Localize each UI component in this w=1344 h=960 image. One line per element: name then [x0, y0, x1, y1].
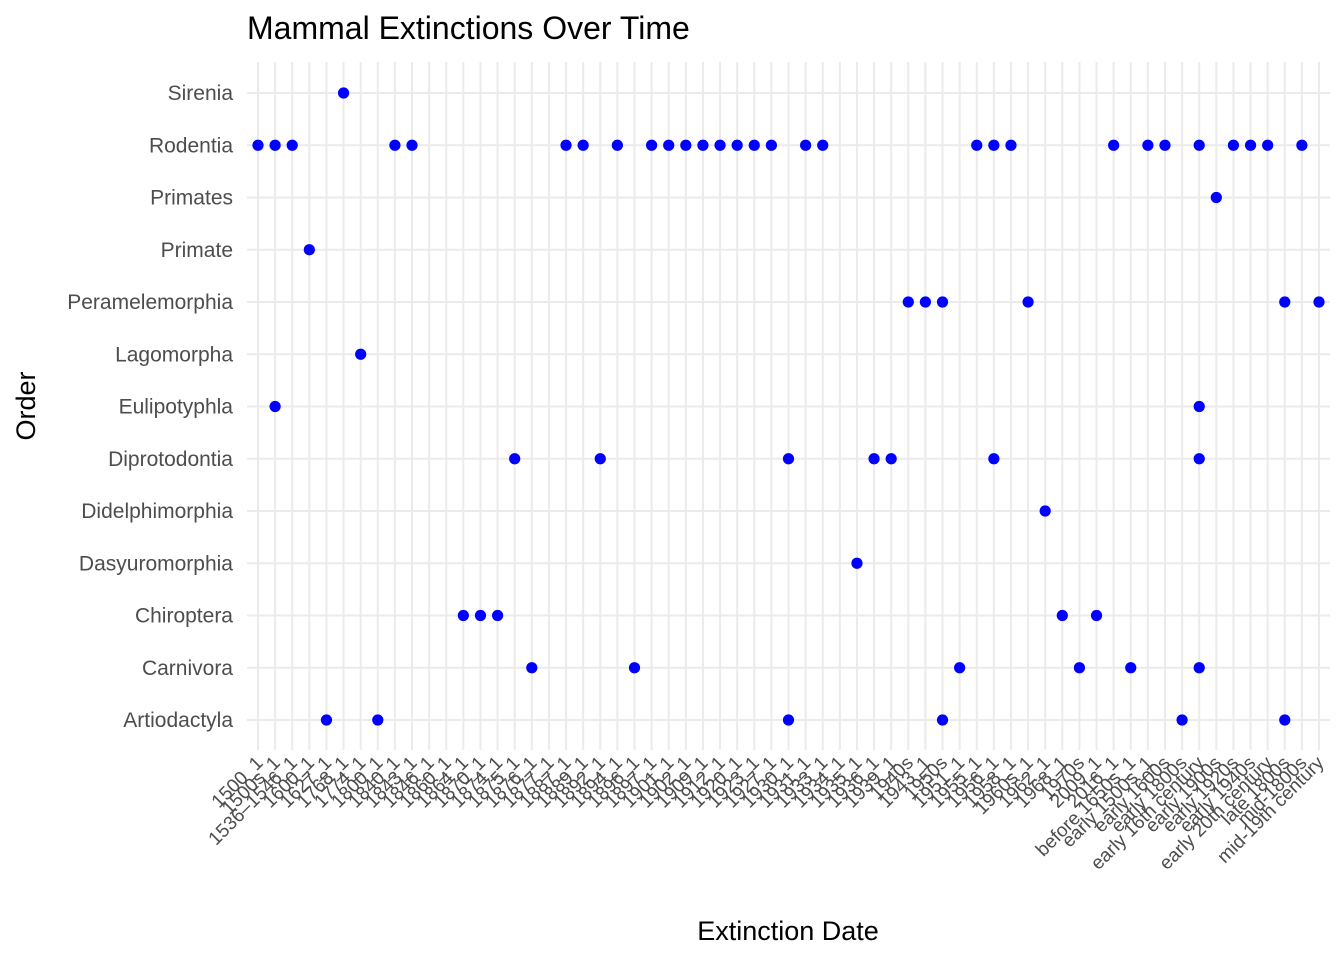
data-point — [680, 139, 692, 151]
data-point — [1193, 139, 1205, 151]
data-point — [1296, 139, 1308, 151]
data-point — [765, 139, 777, 151]
data-point — [611, 139, 623, 151]
data-point — [936, 714, 949, 726]
data-point — [782, 453, 795, 465]
data-point — [936, 296, 949, 308]
data-point — [320, 714, 333, 726]
data-point — [1193, 400, 1205, 413]
data-point — [1193, 453, 1205, 465]
data-point — [714, 139, 726, 151]
data-point — [286, 139, 298, 151]
data-point — [800, 139, 812, 151]
data-point — [1176, 714, 1188, 726]
data-point — [697, 139, 709, 151]
data-point — [560, 139, 572, 151]
y-tick-label: Lagomorpha — [115, 343, 233, 366]
data-point — [988, 453, 1000, 465]
data-point — [1262, 139, 1274, 151]
data-point — [252, 139, 264, 151]
y-tick-label: Eulipotyphla — [119, 396, 234, 419]
y-tick-label: Sirenia — [168, 82, 234, 105]
data-point — [1022, 296, 1034, 308]
data-point — [902, 296, 914, 308]
data-point — [1193, 662, 1205, 674]
data-point — [817, 139, 829, 151]
data-point — [577, 139, 589, 151]
chart-title: Mammal Extinctions Over Time — [247, 10, 690, 46]
y-tick-label: Didelphimorphia — [81, 500, 233, 523]
data-point — [748, 139, 760, 151]
data-point — [594, 453, 606, 465]
data-point — [457, 609, 469, 622]
data-point — [1108, 139, 1120, 151]
data-point — [491, 609, 504, 622]
data-point — [851, 557, 863, 569]
data-point — [782, 714, 795, 726]
y-tick-label: Artiodactyla — [123, 709, 233, 732]
data-point — [269, 139, 281, 151]
data-point — [1056, 609, 1068, 622]
data-point — [919, 296, 932, 308]
data-point — [526, 662, 538, 674]
data-point — [406, 139, 418, 151]
data-point — [988, 139, 1000, 151]
y-tick-label: Chiroptera — [135, 605, 233, 628]
data-point — [1039, 505, 1051, 517]
y-tick-label: Peramelemorphia — [67, 291, 233, 314]
y-tick-label: Dasyuromorphia — [79, 552, 233, 575]
y-axis-tick-labels: Artiodactyla Carnivora Chiroptera Dasyuromo… — [67, 82, 233, 732]
data-point — [1090, 609, 1103, 622]
y-tick-label: Carnivora — [142, 657, 233, 680]
data-points — [252, 87, 1325, 726]
data-point — [337, 87, 350, 99]
data-point — [1279, 296, 1291, 308]
data-point — [663, 139, 675, 151]
y-tick-label: Diprotodontia — [108, 448, 233, 471]
x-axis-title: Extinction Date — [697, 916, 879, 946]
data-point — [628, 662, 641, 674]
data-point — [269, 400, 281, 413]
y-tick-label: Primate — [161, 239, 233, 262]
data-point — [1227, 139, 1240, 151]
data-point — [1142, 139, 1154, 151]
y-tick-label: Rodentia — [149, 134, 233, 157]
data-point — [303, 244, 315, 256]
data-point — [355, 348, 367, 360]
data-point — [509, 453, 521, 465]
data-point — [954, 662, 966, 674]
data-point — [1125, 662, 1137, 674]
data-point — [885, 453, 897, 465]
data-point — [1073, 662, 1086, 674]
data-point — [645, 139, 658, 151]
data-point — [868, 453, 880, 465]
y-axis-title: Order — [11, 371, 41, 440]
data-point — [372, 714, 384, 726]
data-point — [474, 609, 487, 622]
x-axis-tick-labels: 1500_11500s_11536–1546_11600_11627_11768… — [205, 752, 1329, 874]
data-point — [731, 139, 743, 151]
data-point — [1244, 139, 1257, 151]
data-point — [1159, 139, 1171, 151]
data-point — [1210, 191, 1222, 204]
data-point — [1005, 139, 1017, 151]
data-point — [389, 139, 401, 151]
data-point — [1279, 714, 1291, 726]
data-point — [1313, 296, 1325, 308]
y-tick-label: Primates — [150, 187, 233, 210]
data-point — [971, 139, 983, 151]
